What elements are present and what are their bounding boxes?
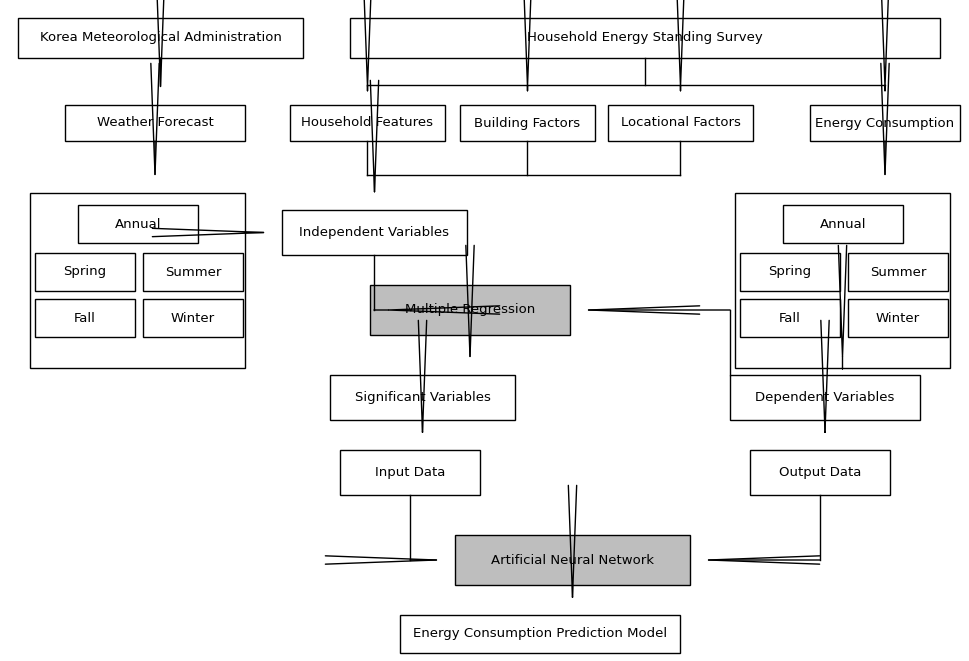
- Text: Dependent Variables: Dependent Variables: [755, 391, 894, 404]
- Text: Household Energy Standing Survey: Household Energy Standing Survey: [527, 32, 763, 44]
- Bar: [78, 205, 198, 243]
- Bar: [740, 299, 840, 337]
- Text: Multiple Regression: Multiple Regression: [405, 303, 535, 317]
- Bar: [35, 253, 135, 291]
- Bar: [608, 105, 753, 141]
- Text: Summer: Summer: [165, 266, 221, 278]
- Text: Annual: Annual: [114, 217, 161, 231]
- Bar: [330, 375, 515, 420]
- Bar: [143, 299, 243, 337]
- Text: Spring: Spring: [768, 266, 812, 278]
- Bar: [460, 105, 595, 141]
- Bar: [455, 535, 690, 585]
- Bar: [18, 18, 303, 58]
- Bar: [340, 450, 480, 495]
- Text: Household Features: Household Features: [301, 116, 433, 130]
- Text: Energy Consumption: Energy Consumption: [816, 116, 954, 130]
- Bar: [730, 375, 920, 420]
- Text: Summer: Summer: [870, 266, 926, 278]
- Text: Output Data: Output Data: [779, 466, 861, 479]
- Text: Artificial Neural Network: Artificial Neural Network: [491, 553, 654, 566]
- Text: Independent Variables: Independent Variables: [299, 226, 450, 239]
- Text: Input Data: Input Data: [375, 466, 445, 479]
- Bar: [35, 299, 135, 337]
- Text: Building Factors: Building Factors: [475, 116, 580, 130]
- Bar: [350, 18, 940, 58]
- Bar: [65, 105, 245, 141]
- Bar: [810, 105, 960, 141]
- Text: Spring: Spring: [63, 266, 107, 278]
- Text: Fall: Fall: [779, 311, 801, 325]
- Text: Annual: Annual: [820, 217, 866, 231]
- Text: Korea Meteorological Administration: Korea Meteorological Administration: [40, 32, 281, 44]
- Text: Winter: Winter: [171, 311, 215, 325]
- Bar: [290, 105, 445, 141]
- Bar: [400, 615, 680, 653]
- Bar: [740, 253, 840, 291]
- Bar: [282, 210, 467, 255]
- Bar: [30, 193, 245, 368]
- Bar: [750, 450, 890, 495]
- Bar: [848, 299, 948, 337]
- Text: Winter: Winter: [876, 311, 920, 325]
- Bar: [735, 193, 950, 368]
- Bar: [783, 205, 903, 243]
- Bar: [370, 285, 570, 335]
- Text: Significant Variables: Significant Variables: [355, 391, 490, 404]
- Text: Locational Factors: Locational Factors: [620, 116, 740, 130]
- Bar: [143, 253, 243, 291]
- Text: Fall: Fall: [74, 311, 96, 325]
- Text: Weather Forecast: Weather Forecast: [97, 116, 213, 130]
- Bar: [848, 253, 948, 291]
- Text: Energy Consumption Prediction Model: Energy Consumption Prediction Model: [413, 627, 667, 641]
